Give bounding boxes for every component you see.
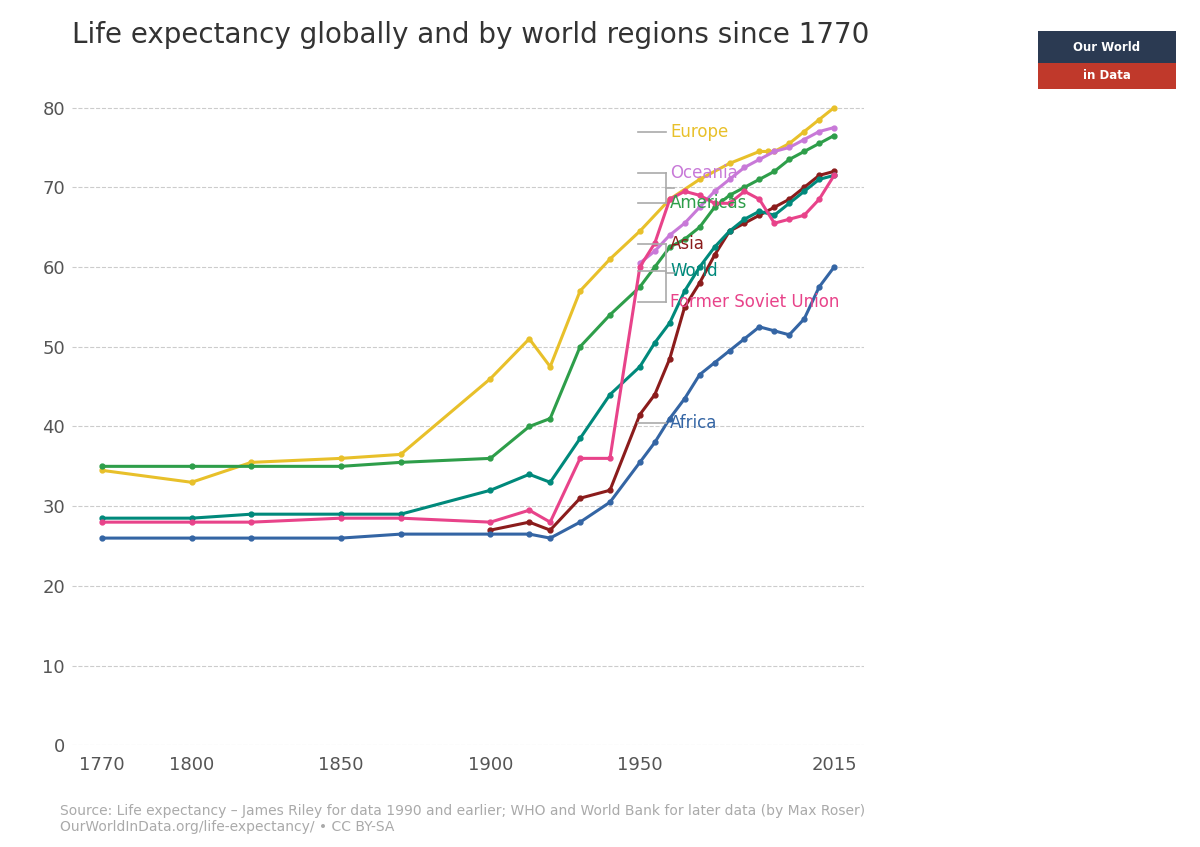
Text: Africa: Africa	[670, 414, 718, 433]
Text: Life expectancy globally and by world regions since 1770: Life expectancy globally and by world re…	[72, 21, 869, 49]
Text: World: World	[670, 262, 718, 280]
Text: Europe: Europe	[670, 123, 728, 141]
Text: Americas: Americas	[670, 194, 748, 213]
Text: Source: Life expectancy – James Riley for data 1990 and earlier; WHO and World B: Source: Life expectancy – James Riley fo…	[60, 804, 865, 834]
Text: Oceania: Oceania	[670, 163, 738, 182]
Text: Former Soviet Union: Former Soviet Union	[670, 292, 839, 311]
Text: in Data: in Data	[1084, 69, 1130, 82]
Text: Our World: Our World	[1074, 41, 1140, 53]
Text: Asia: Asia	[670, 235, 704, 253]
